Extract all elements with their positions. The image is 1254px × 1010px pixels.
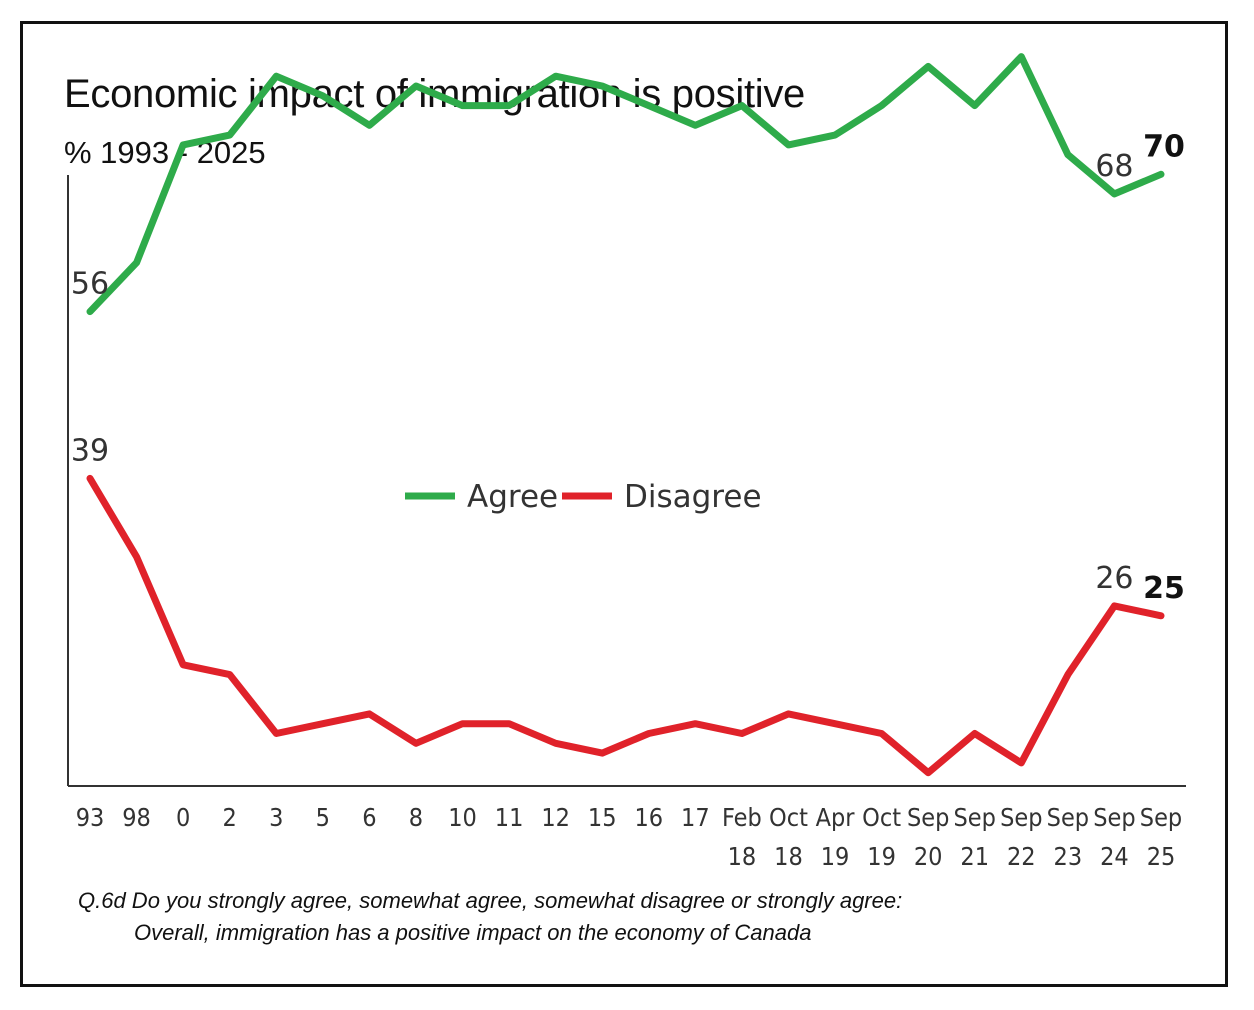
x-tick-label: 98 xyxy=(122,803,151,832)
x-tick-label: 8 xyxy=(409,803,423,832)
x-tick-label: Apr xyxy=(816,803,856,832)
x-tick-label: Sep xyxy=(907,803,949,832)
chart-subtitle: % 1993 - 2025 xyxy=(64,135,266,170)
series-line-disagree xyxy=(86,474,1165,777)
legend-label: Agree xyxy=(467,479,558,515)
chart-frame xyxy=(20,21,1228,987)
data-label-agree: 70 xyxy=(1143,129,1185,164)
footnote-statement: Overall, immigration has a positive impa… xyxy=(134,920,812,945)
x-tick-label: 25 xyxy=(1147,842,1176,871)
x-tick-label: 22 xyxy=(1007,842,1036,871)
x-tick-label: 20 xyxy=(914,842,943,871)
x-tick-label: 24 xyxy=(1100,842,1129,871)
x-tick-label: 10 xyxy=(448,803,477,832)
x-tick-label: 2 xyxy=(223,803,237,832)
x-tick-label: 16 xyxy=(634,803,663,832)
x-tick-label: 21 xyxy=(960,842,989,871)
data-label-agree: 56 xyxy=(71,267,109,302)
x-tick-label: Sep xyxy=(954,803,996,832)
x-tick-label: Sep xyxy=(1000,803,1042,832)
x-tick-label: 15 xyxy=(588,803,617,832)
data-label-disagree: 39 xyxy=(71,433,109,468)
x-tick-label: Oct xyxy=(769,803,808,832)
x-tick-label: 19 xyxy=(821,842,850,871)
data-label-agree: 68 xyxy=(1095,149,1133,184)
x-tick-label: Sep xyxy=(1093,803,1135,832)
legend-label: Disagree xyxy=(624,479,762,515)
x-tick-label: 3 xyxy=(269,803,283,832)
x-tick-label: Sep xyxy=(1140,803,1182,832)
x-tick-label: Oct xyxy=(862,803,901,832)
x-tick-label: Sep xyxy=(1047,803,1089,832)
data-label-disagree: 25 xyxy=(1143,571,1185,606)
x-tick-label: 19 xyxy=(867,842,896,871)
x-tick-label: 0 xyxy=(176,803,190,832)
series-line-agree xyxy=(86,53,1165,316)
legend-item-disagree: Disagree xyxy=(562,479,762,515)
x-tick-label: Feb xyxy=(722,803,762,832)
footnote-question: Q.6d Do you strongly agree, somewhat agr… xyxy=(78,888,903,913)
x-tick-label: 6 xyxy=(362,803,376,832)
x-tick-label: 17 xyxy=(681,803,710,832)
data-label-disagree: 26 xyxy=(1095,561,1133,596)
x-tick-label: 5 xyxy=(316,803,330,832)
x-tick-label: 18 xyxy=(728,842,757,871)
chart-legend: Agree Disagree xyxy=(405,479,762,515)
x-tick-label: 93 xyxy=(76,803,105,832)
x-tick-label: 23 xyxy=(1054,842,1083,871)
x-tick-label: 12 xyxy=(541,803,570,832)
legend-item-agree: Agree xyxy=(405,479,558,515)
x-tick-label: 11 xyxy=(495,803,524,832)
x-tick-label: 18 xyxy=(774,842,803,871)
